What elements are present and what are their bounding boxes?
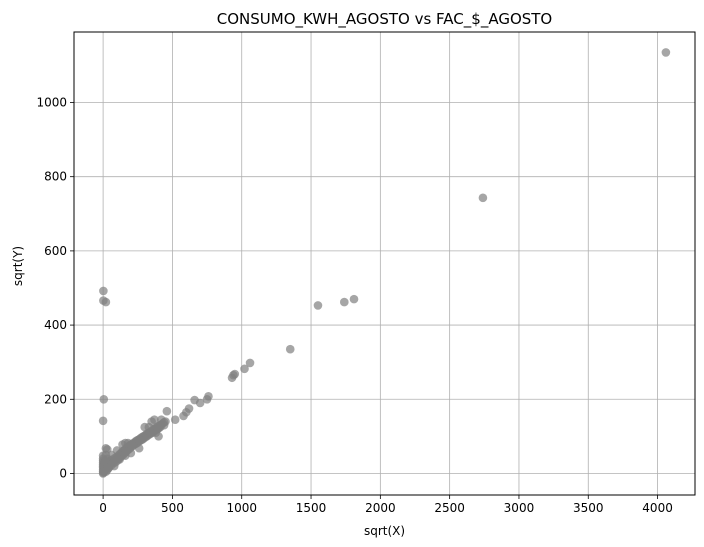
data-point xyxy=(313,301,323,310)
data-points xyxy=(98,48,671,478)
y-tick-label: 1000 xyxy=(36,95,67,109)
data-point xyxy=(184,404,194,413)
data-point xyxy=(144,422,154,432)
plot-area xyxy=(73,31,696,496)
x-tick-label: 3500 xyxy=(573,501,604,515)
data-point xyxy=(151,428,161,437)
y-tick-label: 400 xyxy=(44,318,67,332)
data-point xyxy=(162,406,172,416)
y-tick-label: 200 xyxy=(44,392,67,406)
y-tick-label: 800 xyxy=(44,170,67,184)
data-point xyxy=(101,443,111,453)
x-axis-label: sqrt(X) xyxy=(364,524,405,538)
data-point xyxy=(285,344,295,354)
data-point xyxy=(170,415,180,424)
y-tick-label: 600 xyxy=(44,244,67,258)
data-point xyxy=(478,193,488,203)
data-point xyxy=(240,364,249,374)
chart-title: CONSUMO_KWH_AGOSTO vs FAC_$_AGOSTO xyxy=(217,10,553,29)
data-point xyxy=(104,463,113,473)
x-tick-label: 2500 xyxy=(434,501,465,515)
x-tick-label: 500 xyxy=(161,501,184,515)
data-point xyxy=(120,438,130,448)
y-axis-label: sqrt(Y) xyxy=(11,246,25,286)
data-point xyxy=(349,294,359,304)
x-tick-label: 1000 xyxy=(226,501,257,515)
grid xyxy=(74,32,695,495)
data-point xyxy=(340,297,349,307)
data-point xyxy=(150,415,159,424)
data-point xyxy=(99,286,108,296)
axis-ticks: 0 500 1000 1500 2000 2500 3000 3500 4000 0 200 400 6… xyxy=(36,95,672,515)
data-point xyxy=(98,416,108,426)
x-tick-label: 0 xyxy=(99,501,107,515)
data-point xyxy=(134,443,144,453)
x-tick-label: 1500 xyxy=(296,501,327,515)
data-point xyxy=(101,450,111,460)
data-point xyxy=(99,394,109,404)
data-point xyxy=(101,297,111,307)
data-point xyxy=(230,369,240,379)
x-tick-label: 2000 xyxy=(365,501,396,515)
y-tick-label: 0 xyxy=(59,466,67,480)
x-tick-label: 3000 xyxy=(504,501,535,515)
data-point xyxy=(195,398,205,408)
data-point xyxy=(661,48,671,57)
data-point xyxy=(126,448,136,458)
data-point xyxy=(204,392,213,401)
data-point xyxy=(245,358,255,368)
x-tick-label: 4000 xyxy=(642,501,673,515)
data-point xyxy=(159,420,169,430)
